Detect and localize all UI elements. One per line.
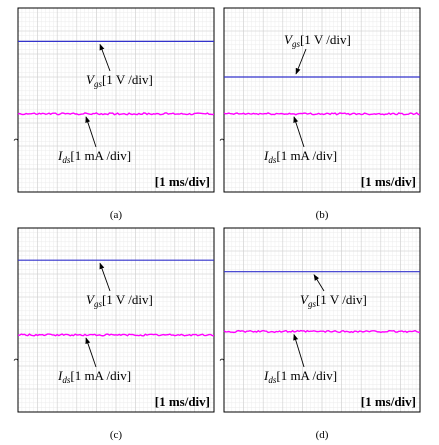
series-label-scale: [1 mA /div] [276,368,337,383]
series-label-symbol: I [57,148,63,163]
series-label-ids: Ids[1 mA /div] [57,148,131,165]
annotation-arrow [293,116,305,148]
plot-frame [223,7,421,193]
grid-major [18,8,214,192]
series-label-subscript: gs [94,299,103,309]
series-label-scale: [1 mA /div] [276,148,337,163]
series-label-symbol: V [86,292,96,307]
ground-marker [13,138,19,141]
panel-caption: (d) [316,429,329,441]
panel-d: Vgs[1 V /div] Ids[1 mA /div] [1 ms/div] (d) [219,227,421,441]
series-label-scale: [1 mA /div] [70,148,131,163]
series-label-subscript: ds [62,375,71,385]
trace-ids [223,112,421,116]
panel-a: Vgs[1 V /div] Ids[1 mA /div] [1 ms/div] (a) [13,7,215,221]
grid-major [224,228,420,412]
annotation-arrow [313,274,325,292]
series-label-vgs: Vgs[1 V /div] [86,292,153,309]
series-label-scale: [1 mA /div] [70,368,131,383]
plot-frame [223,227,421,413]
series-label-symbol: V [86,72,96,87]
series-label-scale: [1 V /div] [316,292,367,307]
trace-ids [223,329,421,334]
ground-marker [219,358,225,361]
series-label-ids: Ids[1 mA /div] [57,368,131,385]
series-label-symbol: I [263,148,269,163]
series-label-subscript: gs [292,39,301,49]
series-label-vgs: Vgs[1 V /div] [284,32,351,49]
series-label-symbol: I [57,368,63,383]
series-label-vgs: Vgs[1 V /div] [300,292,367,309]
plot-frame [17,227,215,413]
series-label-symbol: V [300,292,310,307]
ground-marker [219,138,225,141]
annotation-arrow [85,337,97,368]
series-label-ids: Ids[1 mA /div] [263,368,337,385]
series-label-scale: [1 V /div] [102,72,153,87]
series-label-subscript: gs [94,79,103,89]
annotation-arrow [99,262,111,292]
series-label-symbol: V [284,32,294,47]
annotation-arrow [295,48,307,75]
panel-caption: (b) [316,209,329,221]
annotation-arrow [99,43,111,72]
grid-major [224,8,420,192]
annotation-arrow [293,333,305,368]
series-label-scale: [1 V /div] [300,32,351,47]
series-label-subscript: ds [268,155,277,165]
series-label-vgs: Vgs[1 V /div] [86,72,153,89]
trace-ids [17,333,215,337]
ground-marker [13,358,19,361]
timebase-label: [1 ms/div] [361,394,416,409]
series-label-subscript: gs [308,299,317,309]
series-label-subscript: ds [268,375,277,385]
series-label-ids: Ids[1 mA /div] [263,148,337,165]
grid-major [18,228,214,412]
series-label-scale: [1 V /div] [102,292,153,307]
panel-caption: (a) [110,209,123,221]
timebase-label: [1 ms/div] [155,394,210,409]
timebase-label: [1 ms/div] [155,174,210,189]
plot-frame [17,7,215,193]
panel-c: Vgs[1 V /div] Ids[1 mA /div] [1 ms/div] (c) [13,227,215,441]
annotation-arrow [85,116,97,148]
trace-ids [17,112,215,116]
series-label-symbol: I [263,368,269,383]
series-label-subscript: ds [62,155,71,165]
timebase-label: [1 ms/div] [361,174,416,189]
panel-caption: (c) [110,429,123,441]
panel-b: Vgs[1 V /div] Ids[1 mA /div] [1 ms/div] (b) [219,7,421,221]
